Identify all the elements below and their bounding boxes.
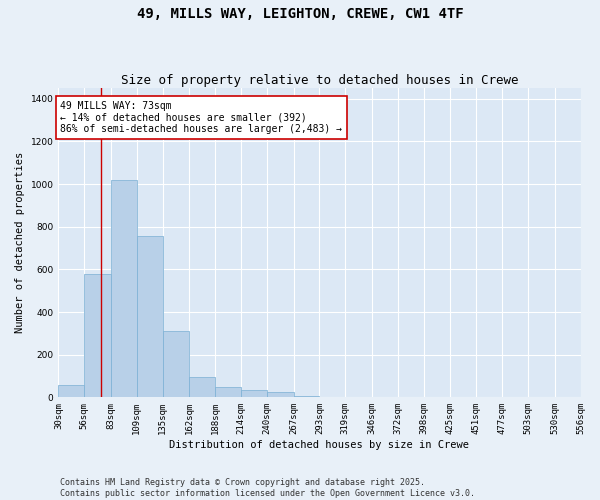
Bar [137, 236, 163, 398]
Bar [84, 274, 111, 398]
Text: 49, MILLS WAY, LEIGHTON, CREWE, CW1 4TF: 49, MILLS WAY, LEIGHTON, CREWE, CW1 4TF [137, 8, 463, 22]
Bar [215, 386, 241, 398]
Bar [190, 377, 215, 398]
Y-axis label: Number of detached properties: Number of detached properties [15, 152, 25, 334]
Bar [111, 180, 137, 398]
X-axis label: Distribution of detached houses by size in Crewe: Distribution of detached houses by size … [169, 440, 469, 450]
Bar [267, 392, 293, 398]
Bar [241, 390, 267, 398]
Bar [163, 331, 190, 398]
Title: Size of property relative to detached houses in Crewe: Size of property relative to detached ho… [121, 74, 518, 87]
Text: Contains HM Land Registry data © Crown copyright and database right 2025.
Contai: Contains HM Land Registry data © Crown c… [60, 478, 475, 498]
Text: 49 MILLS WAY: 73sqm
← 14% of detached houses are smaller (392)
86% of semi-detac: 49 MILLS WAY: 73sqm ← 14% of detached ho… [61, 101, 343, 134]
Bar [293, 396, 319, 398]
Bar [58, 384, 84, 398]
